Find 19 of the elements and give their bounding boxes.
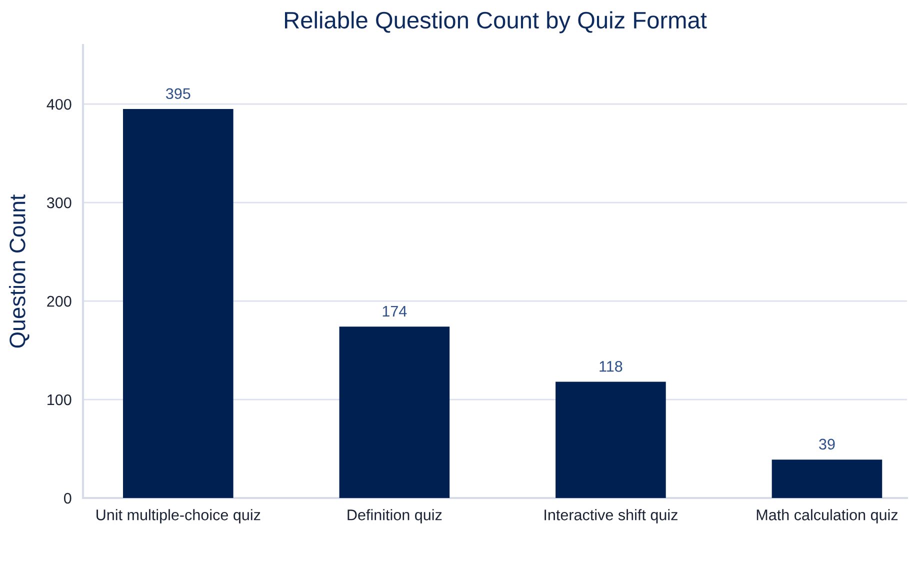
bar <box>123 109 234 498</box>
y-axis-title: Question Count <box>9 194 30 348</box>
x-tick-label: Interactive shift quiz <box>544 509 678 524</box>
data-label: 39 <box>819 438 835 450</box>
chart-title: Reliable Question Count by Quiz Format <box>285 11 707 34</box>
bar <box>772 460 882 498</box>
bar <box>339 326 450 498</box>
x-tick-label: Definition quiz <box>348 509 442 524</box>
y-tick-label: 0 <box>64 492 72 504</box>
x-tick-label: Unit multiple-choice quiz <box>96 509 260 524</box>
data-label: 395 <box>166 88 190 100</box>
x-tick-label: Math calculation quiz <box>756 509 898 524</box>
data-label: 118 <box>600 361 622 372</box>
y-tick-label: 100 <box>48 394 72 406</box>
y-tick-label: 300 <box>46 197 72 208</box>
y-tick-label: 200 <box>47 296 72 307</box>
bar <box>556 382 666 498</box>
y-tick-label: 400 <box>46 98 72 110</box>
data-label: 174 <box>382 306 407 317</box>
